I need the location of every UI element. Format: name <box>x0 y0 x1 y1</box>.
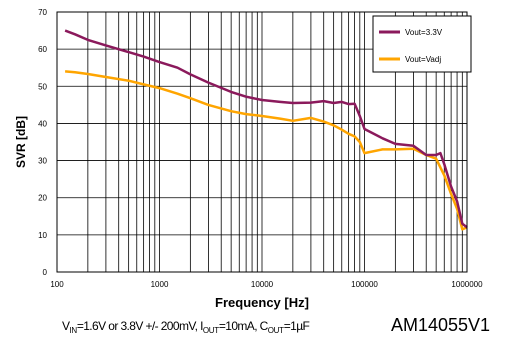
x-tick-label: 1000000 <box>451 280 483 289</box>
figure-id: AM14055V1 <box>391 315 491 335</box>
y-tick-label: 30 <box>38 157 47 166</box>
legend-label-vout-vadj: Vout=Vadj <box>405 55 441 64</box>
legend-label-vout-3v3: Vout=3.3V <box>405 28 443 37</box>
y-tick-label: 40 <box>38 119 47 128</box>
x-tick-label: 1000 <box>151 280 169 289</box>
cond-vin-subscript: IN <box>69 326 77 335</box>
cond-cout-text: =1µF <box>283 319 310 333</box>
cond-vin-symbol: V <box>62 319 70 333</box>
x-tick-label: 100000 <box>351 280 378 289</box>
tick-labels: 100 1000 10000 100000 1000000 0 10 20 30 40 50 60 70 <box>38 8 483 289</box>
y-axis-label: SVR [dB] <box>14 116 28 168</box>
y-tick-label: 10 <box>38 231 47 240</box>
cond-iout-subscript: OUT <box>202 326 219 335</box>
series-lines <box>64 29 468 231</box>
legend-box <box>372 15 472 73</box>
x-tick-label: 100 <box>50 280 64 289</box>
y-tick-label: 70 <box>38 8 47 17</box>
y-tick-label: 20 <box>38 194 47 203</box>
test-conditions: VIN=1.6V or 3.8V +/- 200mV, IOUT=10mA, C… <box>62 319 310 335</box>
y-tick-label: 0 <box>43 268 48 277</box>
cond-cout-subscript: OUT <box>267 326 284 335</box>
series-line-vout-3v3 <box>64 29 468 229</box>
y-tick-label: 50 <box>38 82 47 91</box>
x-tick-label: 10000 <box>251 280 274 289</box>
plot-frame <box>56 11 468 273</box>
legend: Vout=3.3V Vout=Vadj <box>372 15 472 73</box>
y-tick-label: 60 <box>38 45 47 54</box>
x-axis-label: Frequency [Hz] <box>215 295 309 310</box>
cond-vin-text: =1.6V or 3.8V +/- 200mV, I <box>76 319 204 333</box>
cond-iout-text: =10mA, C <box>218 319 268 333</box>
series-line-vout-vadj <box>64 70 468 231</box>
chart: 100 1000 10000 100000 1000000 0 10 20 30 40 50 60 70… <box>14 8 483 310</box>
